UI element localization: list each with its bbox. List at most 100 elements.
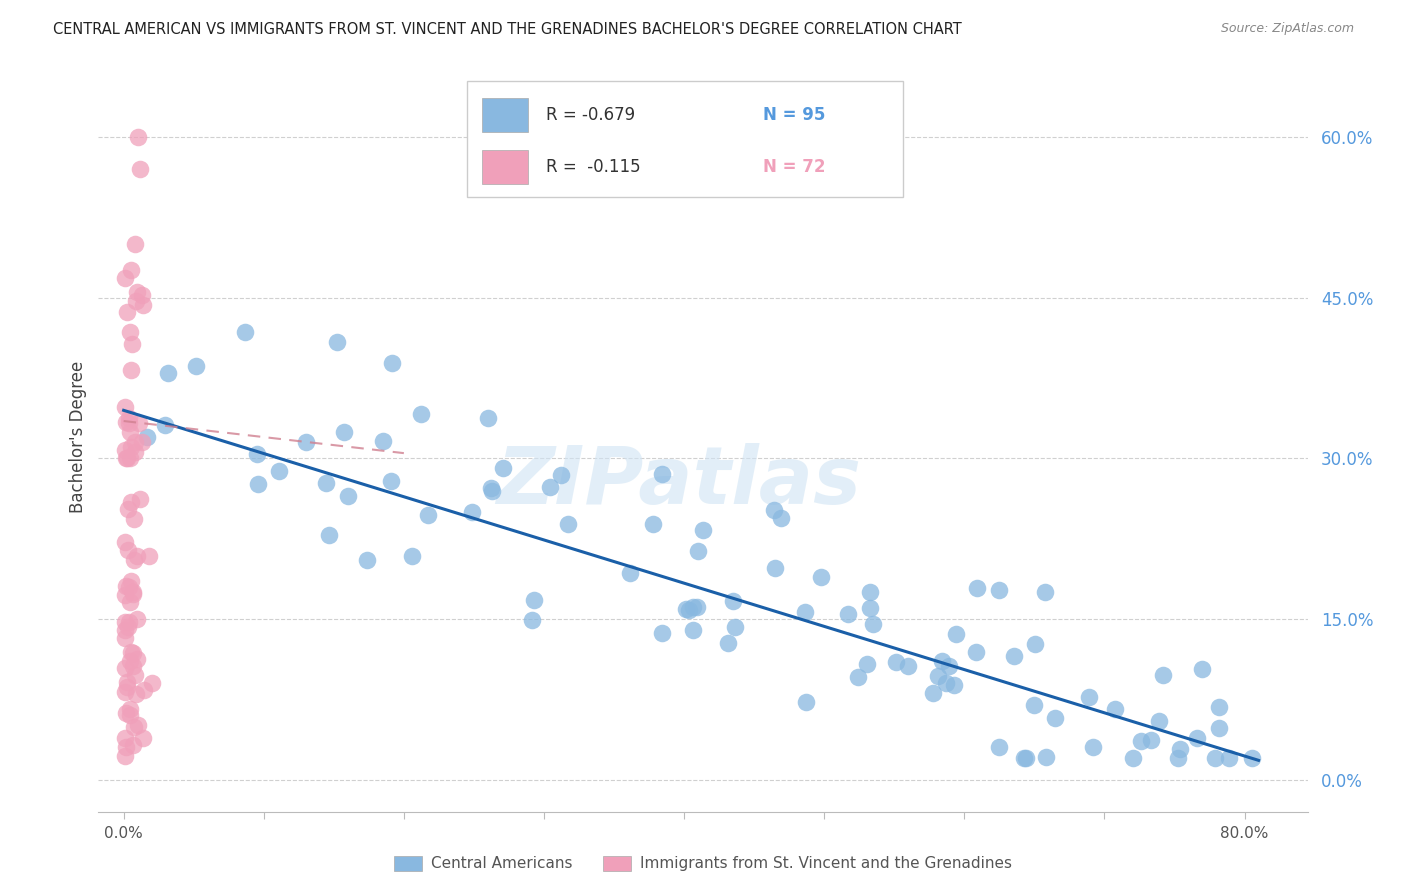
FancyBboxPatch shape — [467, 81, 903, 197]
Text: N = 72: N = 72 — [763, 159, 825, 177]
Point — [763, 503, 786, 517]
Point — [1129, 734, 1152, 748]
Point — [120, 595, 142, 609]
Point — [1152, 668, 1174, 682]
Point — [942, 677, 965, 691]
Point — [1187, 731, 1209, 745]
Point — [115, 450, 138, 465]
Point — [134, 683, 156, 698]
Point — [619, 566, 641, 580]
Point — [114, 749, 136, 764]
Point — [120, 702, 142, 716]
Point — [318, 528, 340, 542]
Point — [409, 407, 432, 421]
Point — [1122, 751, 1144, 765]
Legend: Central Americans, Immigrants from St. Vincent and the Grenadines: Central Americans, Immigrants from St. V… — [387, 848, 1019, 879]
Point — [267, 464, 290, 478]
Point — [1081, 739, 1104, 754]
Point — [184, 359, 207, 373]
Point — [769, 510, 792, 524]
Point — [125, 294, 148, 309]
Point — [846, 670, 869, 684]
Point — [138, 549, 160, 563]
Point — [114, 631, 136, 645]
Point — [120, 263, 142, 277]
Point — [114, 442, 136, 457]
Point — [120, 574, 142, 589]
Point — [966, 581, 988, 595]
Point — [381, 356, 404, 370]
Y-axis label: Bachelor's Degree: Bachelor's Degree — [69, 361, 87, 513]
Point — [128, 417, 150, 431]
Point — [121, 337, 143, 351]
Point — [1035, 750, 1057, 764]
Point — [122, 512, 145, 526]
Point — [356, 553, 378, 567]
Point — [131, 288, 153, 302]
Point — [716, 636, 738, 650]
Point — [141, 676, 163, 690]
Point — [935, 676, 957, 690]
Point — [1204, 751, 1226, 765]
Point — [724, 620, 747, 634]
Point — [1022, 698, 1045, 713]
Point — [117, 620, 139, 634]
Point — [114, 739, 136, 754]
Point — [794, 605, 817, 619]
Point — [246, 447, 269, 461]
Point — [723, 594, 745, 608]
Point — [120, 645, 142, 659]
Point — [523, 593, 546, 607]
Point — [115, 579, 138, 593]
Point — [1012, 751, 1035, 765]
Point — [479, 482, 502, 496]
Point — [136, 429, 159, 443]
Point — [246, 476, 269, 491]
Point — [114, 401, 136, 415]
Point — [121, 738, 143, 752]
Point — [114, 271, 136, 285]
Point — [122, 552, 145, 566]
Point — [155, 418, 177, 433]
Point — [117, 450, 139, 465]
Point — [837, 607, 859, 622]
Point — [114, 660, 136, 674]
Point — [1208, 700, 1230, 714]
Point — [118, 410, 141, 425]
Point — [859, 585, 882, 599]
Point — [856, 657, 879, 672]
Point — [114, 534, 136, 549]
Point — [1024, 636, 1046, 650]
Point — [927, 669, 949, 683]
Point — [922, 686, 945, 700]
Point — [1015, 751, 1038, 765]
Point — [678, 603, 700, 617]
Point — [118, 580, 141, 594]
Point — [988, 582, 1011, 597]
Point — [131, 435, 153, 450]
FancyBboxPatch shape — [482, 98, 527, 132]
Point — [114, 731, 136, 745]
Point — [651, 467, 673, 482]
Point — [886, 656, 908, 670]
Point — [131, 297, 153, 311]
Point — [550, 468, 572, 483]
Point — [682, 623, 704, 637]
Point — [129, 492, 152, 507]
Point — [122, 659, 145, 673]
Point — [115, 675, 138, 690]
Point — [938, 658, 960, 673]
Point — [125, 549, 148, 563]
Point — [1077, 690, 1099, 704]
Point — [121, 646, 143, 660]
Point — [477, 410, 499, 425]
Point — [1043, 711, 1066, 725]
Point — [931, 654, 953, 668]
Point — [115, 305, 138, 319]
Point — [1208, 721, 1230, 735]
Point — [1218, 751, 1240, 765]
Point — [675, 601, 697, 615]
Point — [794, 695, 817, 709]
Point — [118, 615, 141, 630]
Point — [122, 586, 145, 600]
